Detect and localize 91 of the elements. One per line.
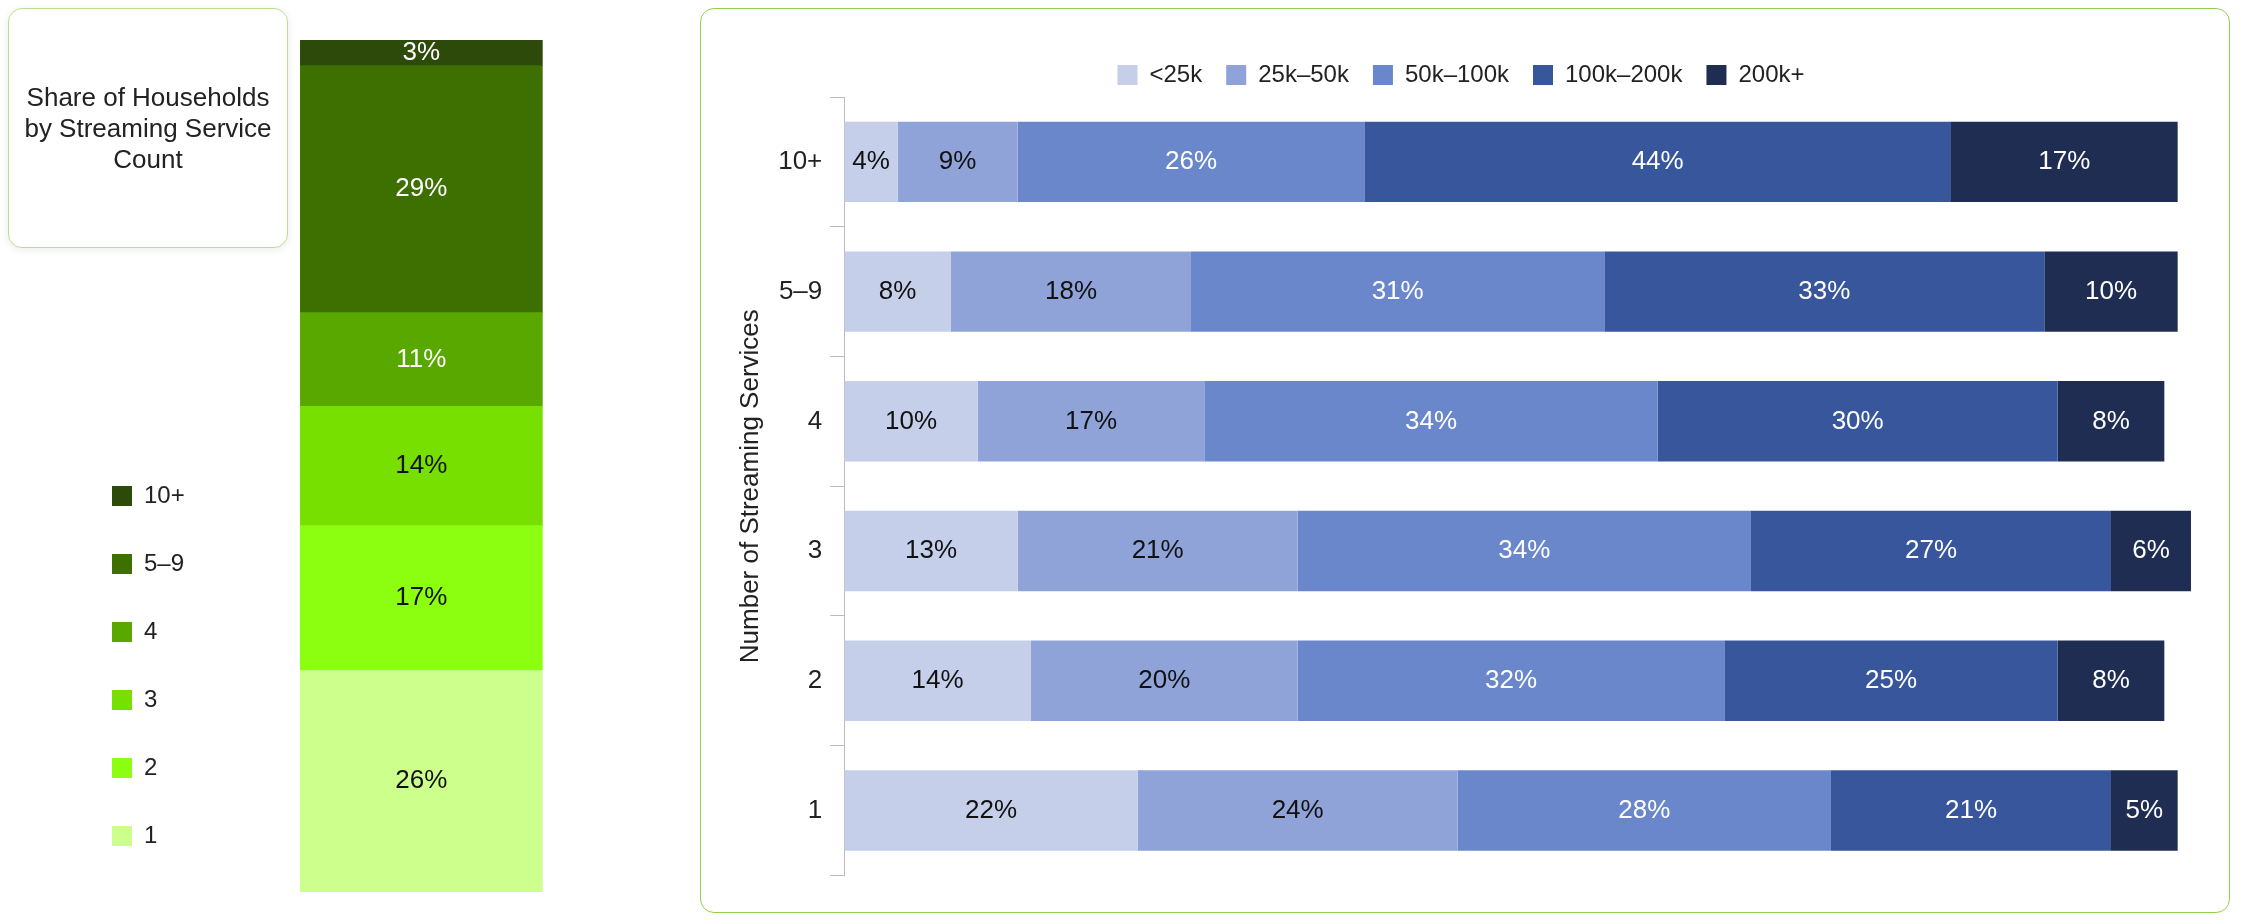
bar: [2044, 251, 2178, 332]
data-label: 20%: [1138, 663, 1191, 694]
data-label: 8%: [2092, 663, 2130, 694]
bar: [2057, 381, 2165, 462]
y-tick-label: 4: [807, 404, 823, 435]
bar: [844, 381, 978, 462]
data-label: 33%: [1798, 274, 1851, 305]
bar: [300, 670, 543, 892]
data-label: 17%: [395, 581, 448, 612]
data-label: 32%: [1484, 663, 1538, 694]
data-label: 31%: [1371, 274, 1424, 305]
bar: [1297, 640, 1725, 722]
legend-label: <25k: [1149, 59, 1204, 87]
data-label: 10%: [884, 404, 937, 435]
legend-label: 2: [144, 752, 158, 780]
y-tick-label: 5–9: [778, 274, 823, 305]
data-label: 22%: [964, 793, 1017, 824]
data-label: 8%: [878, 274, 917, 305]
legend-label: 10+: [144, 480, 185, 508]
legend-label: 5–9: [144, 548, 185, 576]
data-label: 21%: [1131, 534, 1184, 565]
bar: [300, 312, 543, 407]
legend-label: 1: [144, 820, 158, 848]
data-label: 28%: [1618, 793, 1671, 824]
data-label: 8%: [2092, 404, 2130, 435]
bar: [1204, 381, 1658, 462]
data-label: 17%: [1064, 404, 1117, 435]
data-label: 27%: [1904, 534, 1958, 565]
data-label: 5%: [2125, 793, 2164, 824]
data-label: 3%: [402, 35, 441, 66]
data-label: 17%: [2038, 145, 2091, 176]
y-tick-label: 10+: [778, 145, 823, 176]
bar: [1190, 251, 1605, 332]
bar: [1830, 770, 2111, 851]
legend-label: 25k–50k: [1258, 59, 1350, 87]
legend-label: 50k–100k: [1404, 59, 1511, 87]
data-label: 10%: [2084, 274, 2138, 305]
bar: [1364, 121, 1951, 203]
y-tick-label: 2: [807, 663, 823, 694]
data-label: 13%: [904, 534, 957, 565]
data-label: 44%: [1631, 145, 1684, 176]
bar: [1017, 510, 1298, 592]
data-label: 26%: [1164, 145, 1217, 176]
legend-label: 200k+: [1738, 59, 1805, 87]
data-label: 18%: [1044, 274, 1097, 305]
bar: [977, 381, 1205, 462]
data-label: 30%: [1831, 404, 1884, 435]
bar: [300, 406, 543, 526]
bar: [1297, 510, 1751, 592]
data-label: 26%: [395, 764, 448, 795]
bar: [1457, 770, 1831, 851]
bar: [300, 65, 543, 313]
text: Share of Households by Streaming Service Count: [8, 8, 288, 248]
data-label: 21%: [1944, 793, 1998, 824]
data-label: 11%: [396, 342, 447, 373]
bar: [2111, 510, 2191, 592]
y-tick-label: 1: [807, 793, 823, 824]
bar: [1030, 640, 1298, 722]
bar: [1951, 121, 2178, 203]
data-label: 14%: [911, 663, 964, 694]
bar: [844, 770, 1138, 851]
data-label: 29%: [395, 172, 448, 203]
bar: [844, 510, 1018, 592]
bar: [1750, 510, 2111, 592]
data-label: 25%: [1864, 663, 1918, 694]
legend-label: 3: [144, 684, 158, 712]
legend-label: 100k–200k: [1565, 59, 1684, 87]
bar: [1137, 770, 1458, 851]
data-label: 14%: [395, 449, 448, 480]
bar: [300, 40, 543, 66]
data-label: 9%: [938, 145, 977, 176]
bar: [1724, 640, 2058, 722]
bar: [2057, 640, 2165, 722]
legend-label: 4: [144, 616, 158, 644]
bar: [1017, 121, 1365, 203]
bar: [2111, 770, 2178, 851]
bar: [1657, 381, 2058, 462]
bar: [300, 525, 543, 671]
data-label: 6%: [2132, 534, 2170, 565]
bar: [950, 251, 1191, 332]
y-tick-label: 3: [807, 534, 823, 565]
data-label: 24%: [1271, 793, 1324, 824]
bar: [844, 121, 898, 203]
data-label: 34%: [1404, 404, 1458, 435]
bar: [897, 121, 1018, 203]
data-label: 34%: [1498, 534, 1551, 565]
bar: [1604, 251, 2045, 332]
bar: [844, 640, 1031, 722]
data-label: 4%: [852, 145, 890, 176]
y-axis-title: Number of Streaming Services: [733, 309, 764, 664]
bar: [844, 251, 951, 332]
